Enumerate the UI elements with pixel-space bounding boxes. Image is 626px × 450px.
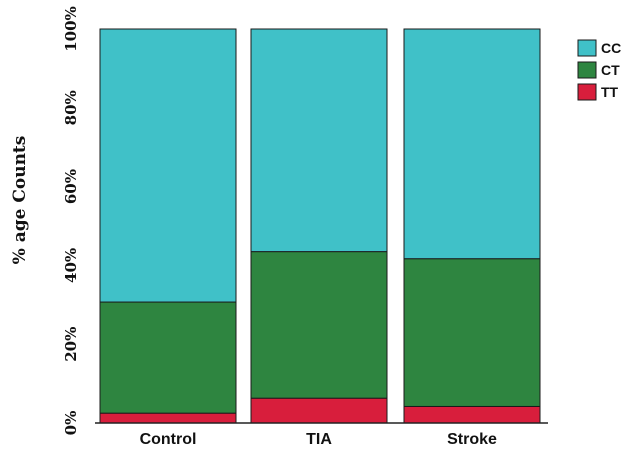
x-axis-categories: Control TIA Stroke xyxy=(140,431,497,448)
bar-tia-ct xyxy=(250,251,388,399)
y-tick-label: 60% xyxy=(62,169,80,204)
legend-swatch-cc xyxy=(577,39,597,57)
x-category-label: Stroke xyxy=(447,431,497,448)
x-category-label: Control xyxy=(140,431,197,448)
legend-label-tt: TT xyxy=(601,84,619,100)
legend-swatch-tt xyxy=(577,83,597,101)
y-tick-label: 80% xyxy=(62,90,80,125)
bars xyxy=(99,28,541,424)
bar-stroke-ct xyxy=(403,258,541,407)
y-tick-label: 100% xyxy=(62,6,80,52)
legend-label-cc: CC xyxy=(601,40,621,56)
legend-swatch-ct xyxy=(577,61,597,79)
bar-stroke-tt xyxy=(403,405,541,424)
legend: CC CT TT xyxy=(577,39,621,101)
bar-tia-cc xyxy=(250,28,388,253)
bar-control-cc xyxy=(99,28,237,303)
x-category-label: TIA xyxy=(306,431,332,448)
legend-label-ct: CT xyxy=(601,62,620,78)
bar-stroke-cc xyxy=(403,28,541,260)
bar-control-ct xyxy=(99,301,237,414)
y-tick-label: 20% xyxy=(62,327,80,362)
y-tick-label: 0% xyxy=(62,411,80,436)
y-tick-label: 40% xyxy=(62,248,80,283)
bar-tia-tt xyxy=(250,397,388,424)
y-axis-title: % age Counts xyxy=(10,136,30,265)
bar-control-tt xyxy=(99,412,237,424)
y-axis-ticks: 0% 20% 40% 60% 80% 100% xyxy=(62,6,80,435)
